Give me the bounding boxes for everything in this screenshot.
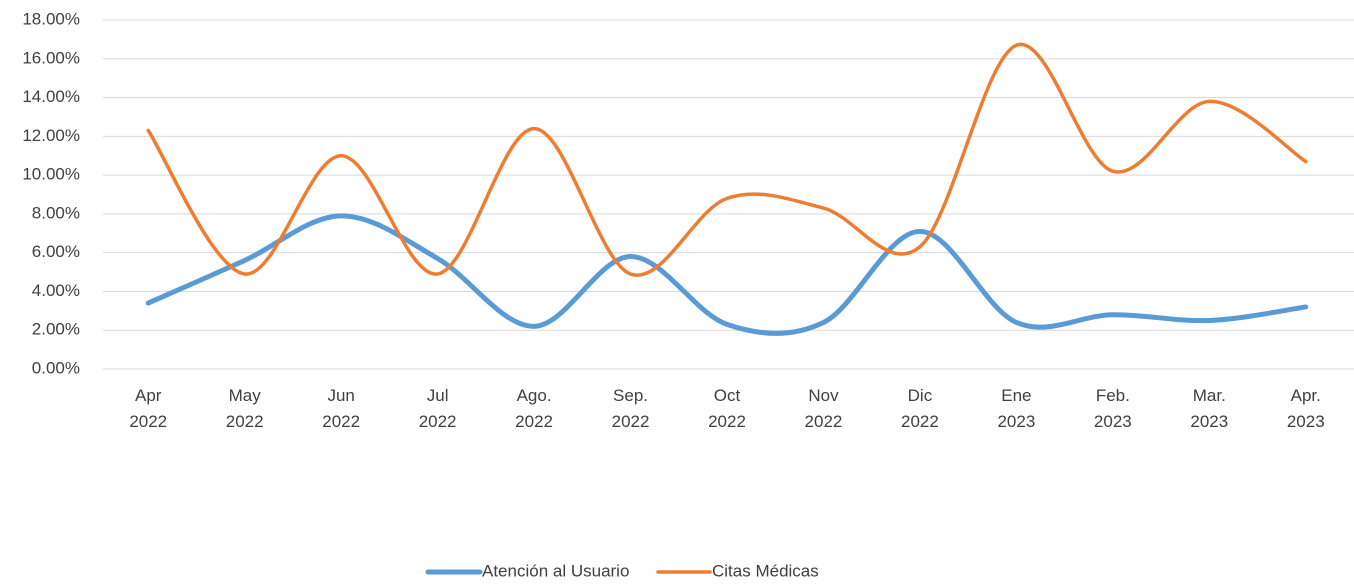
x-tick-label: Mar. 2023 [1190, 386, 1228, 431]
line-series [146, 42, 1308, 277]
y-tick-label: 10.00% [22, 165, 80, 184]
y-tick-label: 14.00% [22, 87, 80, 106]
x-tick-label: Apr 2022 [129, 386, 167, 431]
x-tick-label: Dic 2022 [901, 386, 939, 431]
x-tick-label: Sep. 2022 [612, 386, 650, 431]
legend-label: Citas Médicas [712, 561, 819, 580]
x-tick-label: Ago. 2022 [515, 386, 553, 431]
x-tick-label: Oct 2022 [708, 386, 746, 431]
y-tick-label: 16.00% [22, 48, 80, 67]
x-tick-label: May 2022 [226, 386, 264, 431]
legend: Atención al Usuario Citas Médicas [425, 561, 819, 580]
y-tick-label: 6.00% [32, 242, 80, 261]
y-tick-label: 0.00% [32, 358, 80, 377]
line-series [145, 213, 1309, 336]
y-tick-label: 2.00% [32, 320, 80, 339]
x-tick-label: Apr. 2023 [1287, 386, 1325, 431]
x-tick-label: Nov 2022 [805, 386, 843, 431]
x-tick-label: Ene 2023 [997, 386, 1035, 431]
legend-label: Atención al Usuario [482, 561, 629, 580]
y-tick-label: 4.00% [32, 281, 80, 300]
x-tick-label: Jul 2022 [419, 386, 457, 431]
x-tick-label: Feb. 2023 [1094, 386, 1132, 431]
x-tick-label: Jun 2022 [322, 386, 360, 431]
y-tick-label: 18.00% [22, 9, 80, 28]
y-tick-label: 12.00% [22, 126, 80, 145]
y-tick-label: 8.00% [32, 203, 80, 222]
